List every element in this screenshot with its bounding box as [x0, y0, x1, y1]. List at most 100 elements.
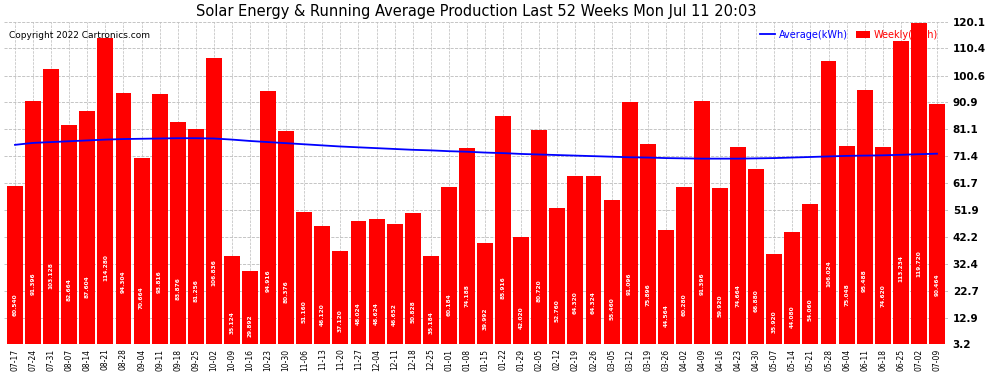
Bar — [116, 93, 132, 344]
Bar — [278, 131, 294, 344]
Text: 39.992: 39.992 — [482, 308, 487, 330]
Bar — [206, 58, 222, 344]
Text: 46.652: 46.652 — [392, 303, 397, 326]
Text: 74.188: 74.188 — [464, 284, 469, 307]
Bar — [260, 91, 276, 344]
Text: 91.396: 91.396 — [700, 272, 705, 295]
Text: 60.540: 60.540 — [13, 294, 18, 316]
Text: 51.160: 51.160 — [302, 300, 307, 323]
Text: 60.184: 60.184 — [446, 294, 451, 316]
Bar — [856, 90, 872, 344]
Bar — [604, 200, 620, 344]
Text: 106.836: 106.836 — [212, 260, 217, 286]
Bar — [315, 226, 331, 344]
Bar — [459, 148, 475, 344]
Text: 50.828: 50.828 — [410, 300, 415, 323]
Bar — [441, 187, 456, 344]
Bar — [893, 40, 909, 344]
Bar — [712, 188, 728, 344]
Text: 119.720: 119.720 — [917, 251, 922, 278]
Bar — [658, 230, 674, 344]
Bar — [766, 254, 782, 344]
Text: 46.120: 46.120 — [320, 303, 325, 326]
Bar — [731, 147, 746, 344]
Text: 103.128: 103.128 — [49, 262, 53, 289]
Text: 44.080: 44.080 — [790, 305, 795, 327]
Bar — [839, 146, 854, 344]
Text: 90.464: 90.464 — [935, 273, 940, 296]
Bar — [694, 101, 710, 344]
Bar — [911, 23, 927, 344]
Text: 52.760: 52.760 — [554, 299, 560, 322]
Text: 74.664: 74.664 — [736, 284, 741, 306]
Bar — [549, 208, 565, 344]
Text: 60.280: 60.280 — [681, 294, 686, 316]
Bar — [79, 111, 95, 344]
Text: 35.124: 35.124 — [230, 311, 235, 334]
Bar — [350, 220, 366, 344]
Text: 64.324: 64.324 — [591, 291, 596, 314]
Bar — [61, 125, 77, 344]
Text: 91.396: 91.396 — [31, 272, 36, 295]
Text: 114.280: 114.280 — [103, 254, 108, 281]
Bar — [333, 251, 348, 344]
Text: 106.024: 106.024 — [826, 260, 831, 287]
Bar — [513, 237, 530, 344]
Text: 66.880: 66.880 — [753, 289, 758, 312]
Text: 48.024: 48.024 — [356, 302, 361, 325]
Text: 91.096: 91.096 — [628, 273, 633, 295]
Legend: Average(kWh), Weekly(kWh): Average(kWh), Weekly(kWh) — [760, 30, 939, 40]
Text: 81.256: 81.256 — [193, 279, 198, 302]
Bar — [477, 243, 493, 344]
Bar — [405, 213, 421, 344]
Text: 93.816: 93.816 — [157, 270, 162, 293]
Text: 87.604: 87.604 — [85, 275, 90, 297]
Text: 94.304: 94.304 — [121, 270, 126, 293]
Text: 85.916: 85.916 — [501, 276, 506, 299]
Text: 35.184: 35.184 — [429, 311, 434, 334]
Text: 59.920: 59.920 — [718, 294, 723, 316]
Bar — [151, 94, 167, 344]
Bar — [169, 122, 186, 344]
Bar — [585, 176, 602, 344]
Text: 54.060: 54.060 — [808, 298, 813, 321]
Text: 80.376: 80.376 — [284, 280, 289, 303]
Text: 70.664: 70.664 — [139, 286, 145, 309]
Text: 82.664: 82.664 — [66, 278, 71, 301]
Bar — [821, 61, 837, 344]
Bar — [134, 158, 149, 344]
Bar — [748, 169, 764, 344]
Bar — [368, 219, 384, 344]
Bar — [622, 102, 638, 344]
Bar — [532, 130, 547, 344]
Bar — [567, 176, 583, 344]
Text: 80.720: 80.720 — [537, 280, 542, 302]
Bar — [387, 225, 403, 344]
Bar — [423, 256, 439, 344]
Bar — [676, 187, 692, 344]
Text: 42.020: 42.020 — [519, 306, 524, 329]
Text: 37.120: 37.120 — [338, 310, 343, 332]
Bar — [640, 144, 655, 344]
Text: 55.460: 55.460 — [609, 297, 614, 320]
Bar — [784, 232, 800, 344]
Bar — [929, 104, 944, 344]
Title: Solar Energy & Running Average Production Last 52 Weeks Mon Jul 11 20:03: Solar Energy & Running Average Productio… — [196, 4, 756, 19]
Bar — [875, 147, 891, 344]
Bar — [44, 69, 59, 344]
Text: 35.920: 35.920 — [772, 310, 777, 333]
Text: 74.620: 74.620 — [880, 284, 885, 306]
Text: 29.892: 29.892 — [248, 315, 252, 337]
Bar — [296, 212, 312, 344]
Text: 94.916: 94.916 — [265, 270, 270, 292]
Bar — [803, 204, 819, 344]
Text: 44.564: 44.564 — [663, 304, 668, 327]
Text: 95.488: 95.488 — [862, 269, 867, 292]
Bar — [224, 256, 240, 344]
Bar — [243, 271, 258, 344]
Bar — [97, 38, 114, 344]
Text: 64.320: 64.320 — [573, 291, 578, 314]
Text: 75.048: 75.048 — [844, 284, 849, 306]
Bar — [495, 116, 511, 344]
Text: 83.876: 83.876 — [175, 277, 180, 300]
